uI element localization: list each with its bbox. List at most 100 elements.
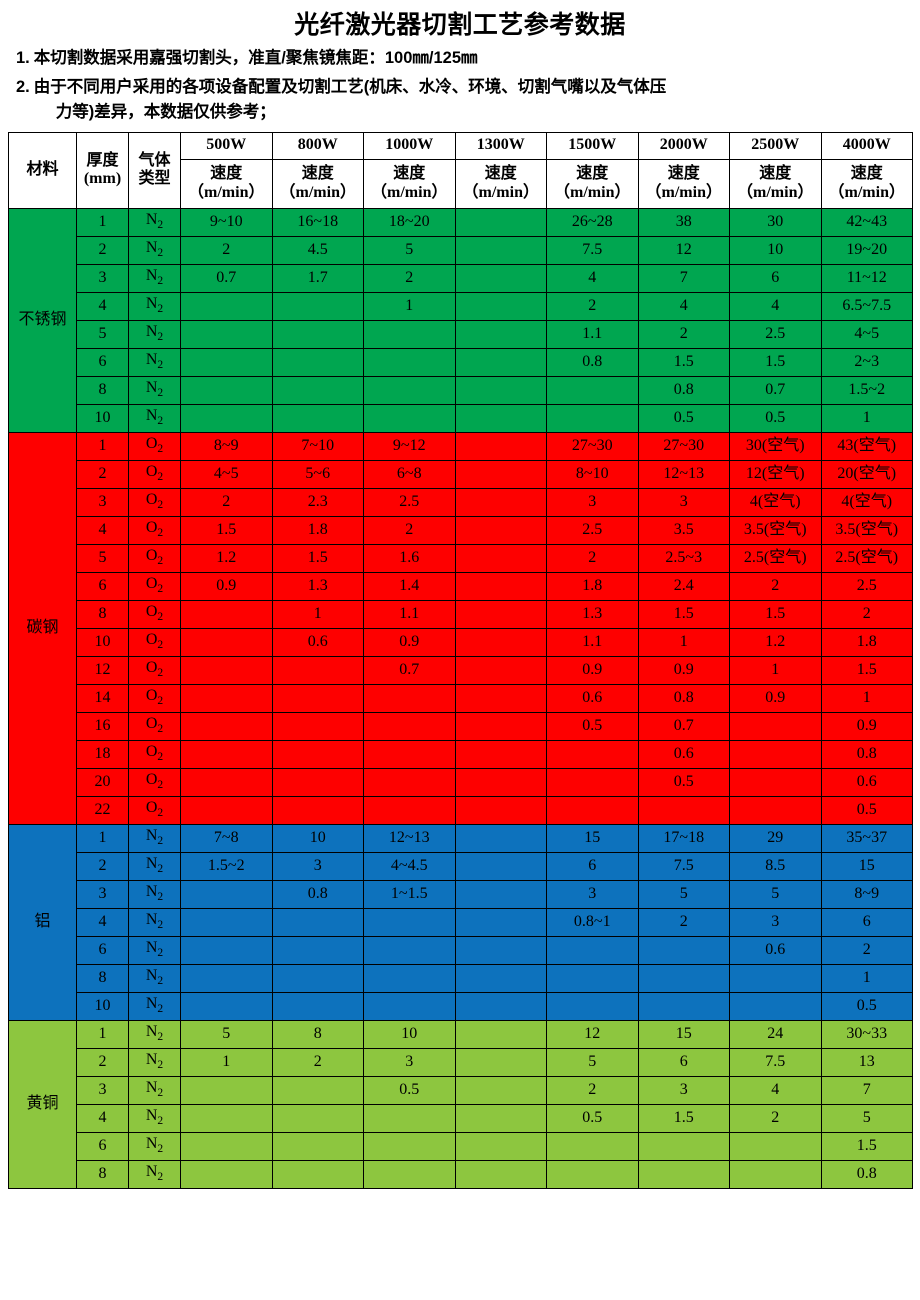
header-power-2500w: 2500W <box>729 131 822 160</box>
gas-type-cell: N2 <box>128 403 181 433</box>
gas-type-cell: O2 <box>128 599 181 629</box>
speed-cell <box>271 403 364 433</box>
speed-cell: 1 <box>729 655 822 685</box>
speed-cell: 1.5 <box>820 1131 913 1161</box>
speed-cell <box>454 207 547 237</box>
speed-cell: 3.5(空气) <box>729 515 822 545</box>
speed-cell: 1.5~2 <box>180 851 273 881</box>
speed-cell <box>363 1159 456 1189</box>
header-speed-unit: （m/min） <box>737 183 814 201</box>
speed-cell: 6 <box>637 1047 730 1077</box>
speed-cell: 17~18 <box>637 823 730 853</box>
speed-cell: 15 <box>637 1019 730 1049</box>
table-row: 5 O2 1.2 1.5 1.6 2 2.5~3 2.5(空气) 2.5(空气) <box>9 543 913 573</box>
thickness-cell: 3 <box>76 879 129 909</box>
speed-cell: 0.9 <box>363 627 456 657</box>
speed-cell: 1.4 <box>363 571 456 601</box>
speed-cell <box>729 767 822 797</box>
table-body: 不锈钢 1 N2 9~10 16~18 18~20 26~28 38 30 42~43 2 N2 2 4.… <box>8 207 913 1189</box>
speed-cell: 1.5 <box>820 655 913 685</box>
speed-cell: 12 <box>637 235 730 265</box>
gas-type-cell: N2 <box>128 1019 181 1049</box>
speed-cell <box>546 935 639 965</box>
speed-cell: 0.5 <box>637 403 730 433</box>
speed-cell <box>454 599 547 629</box>
gas-type-cell: O2 <box>128 795 181 825</box>
speed-cell: 2~3 <box>820 347 913 377</box>
speed-cell: 1.1 <box>546 627 639 657</box>
table-row: 10 N2 0.5 <box>9 991 913 1021</box>
speed-cell: 0.9 <box>546 655 639 685</box>
table-row: 18 O2 0.6 0.8 <box>9 739 913 769</box>
speed-cell <box>271 795 364 825</box>
speed-cell <box>546 767 639 797</box>
speed-cell: 2 <box>363 515 456 545</box>
speed-cell: 0.8 <box>820 1159 913 1189</box>
gas-subscript: 2 <box>157 835 164 848</box>
speed-cell: 1.8 <box>820 627 913 657</box>
speed-cell <box>271 739 364 769</box>
speed-cell <box>454 879 547 909</box>
speed-cell <box>454 543 547 573</box>
table-row: 2 N2 1 2 3 5 6 7.5 13 <box>9 1047 913 1077</box>
speed-cell: 10 <box>729 235 822 265</box>
speed-cell: 8 <box>271 1019 364 1049</box>
table-row: 2 N2 2 4.5 5 7.5 12 10 19~20 <box>9 235 913 265</box>
gas-subscript: 2 <box>157 1115 164 1128</box>
speed-cell <box>454 739 547 769</box>
speed-cell: 0.8 <box>637 375 730 405</box>
gas-subscript: 2 <box>157 1031 164 1044</box>
speed-cell: 30~33 <box>820 1019 913 1049</box>
gas-type-cell: N2 <box>128 991 181 1021</box>
speed-cell: 4 <box>729 1075 822 1105</box>
gas-subscript: 2 <box>157 611 164 624</box>
speed-cell: 0.7 <box>363 655 456 685</box>
gas-subscript: 2 <box>157 919 164 932</box>
speed-cell: 10 <box>363 1019 456 1049</box>
thickness-cell: 1 <box>76 431 129 461</box>
header-material: 材料 <box>8 131 77 209</box>
table-row: 3 N2 0.7 1.7 2 4 7 6 11~12 <box>9 263 913 293</box>
speed-cell: 4.5 <box>271 235 364 265</box>
speed-cell <box>271 319 364 349</box>
speed-cell <box>180 1075 273 1105</box>
thickness-cell: 6 <box>76 935 129 965</box>
gas-subscript: 2 <box>157 975 164 988</box>
speed-cell: 1.3 <box>546 599 639 629</box>
thickness-cell: 4 <box>76 1103 129 1133</box>
speed-cell: 2.5 <box>820 571 913 601</box>
speed-cell: 0.6 <box>820 767 913 797</box>
speed-cell <box>729 795 822 825</box>
speed-cell: 2.5(空气) <box>820 543 913 573</box>
speed-cell: 7 <box>637 263 730 293</box>
speed-cell: 1 <box>363 291 456 321</box>
gas-type-cell: N2 <box>128 851 181 881</box>
gas-subscript: 2 <box>157 471 164 484</box>
speed-cell: 27~30 <box>546 431 639 461</box>
speed-cell <box>271 711 364 741</box>
speed-cell: 3 <box>546 879 639 909</box>
speed-cell <box>454 1131 547 1161</box>
speed-cell <box>271 655 364 685</box>
cutting-parameters-table: 材料 厚度 (mm) 气体 类型 500W 800W 1000W 1300W 1500W… <box>8 131 913 1189</box>
table-row: 2 N2 1.5~2 3 4~4.5 6 7.5 8.5 15 <box>9 851 913 881</box>
speed-cell <box>546 403 639 433</box>
speed-cell: 1.5 <box>637 347 730 377</box>
speed-cell: 1.7 <box>271 263 364 293</box>
table-row: 20 O2 0.5 0.6 <box>9 767 913 797</box>
speed-cell <box>454 767 547 797</box>
speed-cell <box>454 571 547 601</box>
thickness-cell: 3 <box>76 263 129 293</box>
header-power-2000w: 2000W <box>637 131 730 160</box>
thickness-cell: 10 <box>76 403 129 433</box>
speed-cell: 18~20 <box>363 207 456 237</box>
speed-cell <box>271 1103 364 1133</box>
speed-cell <box>180 291 273 321</box>
speed-cell <box>363 991 456 1021</box>
speed-cell: 2 <box>546 1075 639 1105</box>
table-row: 4 N2 1 2 4 4 6.5~7.5 <box>9 291 913 321</box>
speed-cell <box>271 375 364 405</box>
speed-cell <box>729 1131 822 1161</box>
speed-cell: 5~6 <box>271 459 364 489</box>
thickness-cell: 10 <box>76 991 129 1021</box>
